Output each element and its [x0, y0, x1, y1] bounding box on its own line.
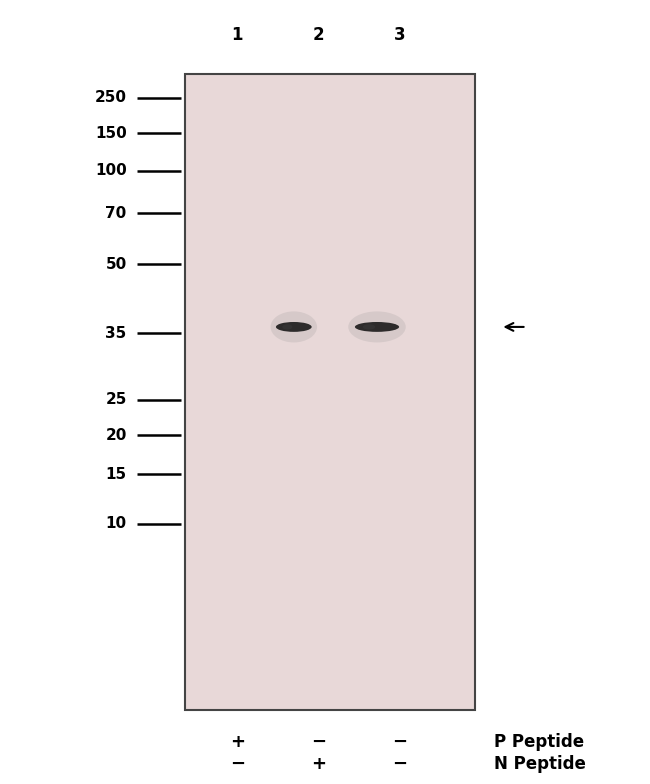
Bar [185, 74, 474, 710]
Text: +: + [311, 756, 326, 773]
Text: −: − [392, 756, 408, 773]
Text: 2: 2 [313, 27, 324, 44]
Text: 1: 1 [231, 27, 243, 44]
Ellipse shape [363, 325, 375, 329]
Text: 250: 250 [95, 90, 127, 106]
Text: +: + [229, 733, 245, 750]
Ellipse shape [270, 311, 317, 343]
Text: P Peptide: P Peptide [494, 733, 584, 750]
Text: 20: 20 [105, 427, 127, 443]
Text: 150: 150 [95, 125, 127, 141]
Text: −: − [392, 733, 408, 750]
Text: N Peptide: N Peptide [494, 756, 586, 773]
Text: 15: 15 [105, 466, 127, 482]
Text: 10: 10 [105, 516, 127, 532]
Text: −: − [229, 756, 245, 773]
Text: 25: 25 [105, 392, 127, 408]
Ellipse shape [276, 322, 312, 332]
Ellipse shape [348, 311, 406, 343]
Ellipse shape [282, 325, 293, 329]
Text: 35: 35 [105, 325, 127, 341]
Text: −: − [311, 733, 326, 750]
Text: 50: 50 [105, 256, 127, 272]
Text: 3: 3 [394, 27, 406, 44]
Ellipse shape [355, 322, 399, 332]
Text: 70: 70 [105, 205, 127, 221]
Text: 100: 100 [95, 163, 127, 179]
